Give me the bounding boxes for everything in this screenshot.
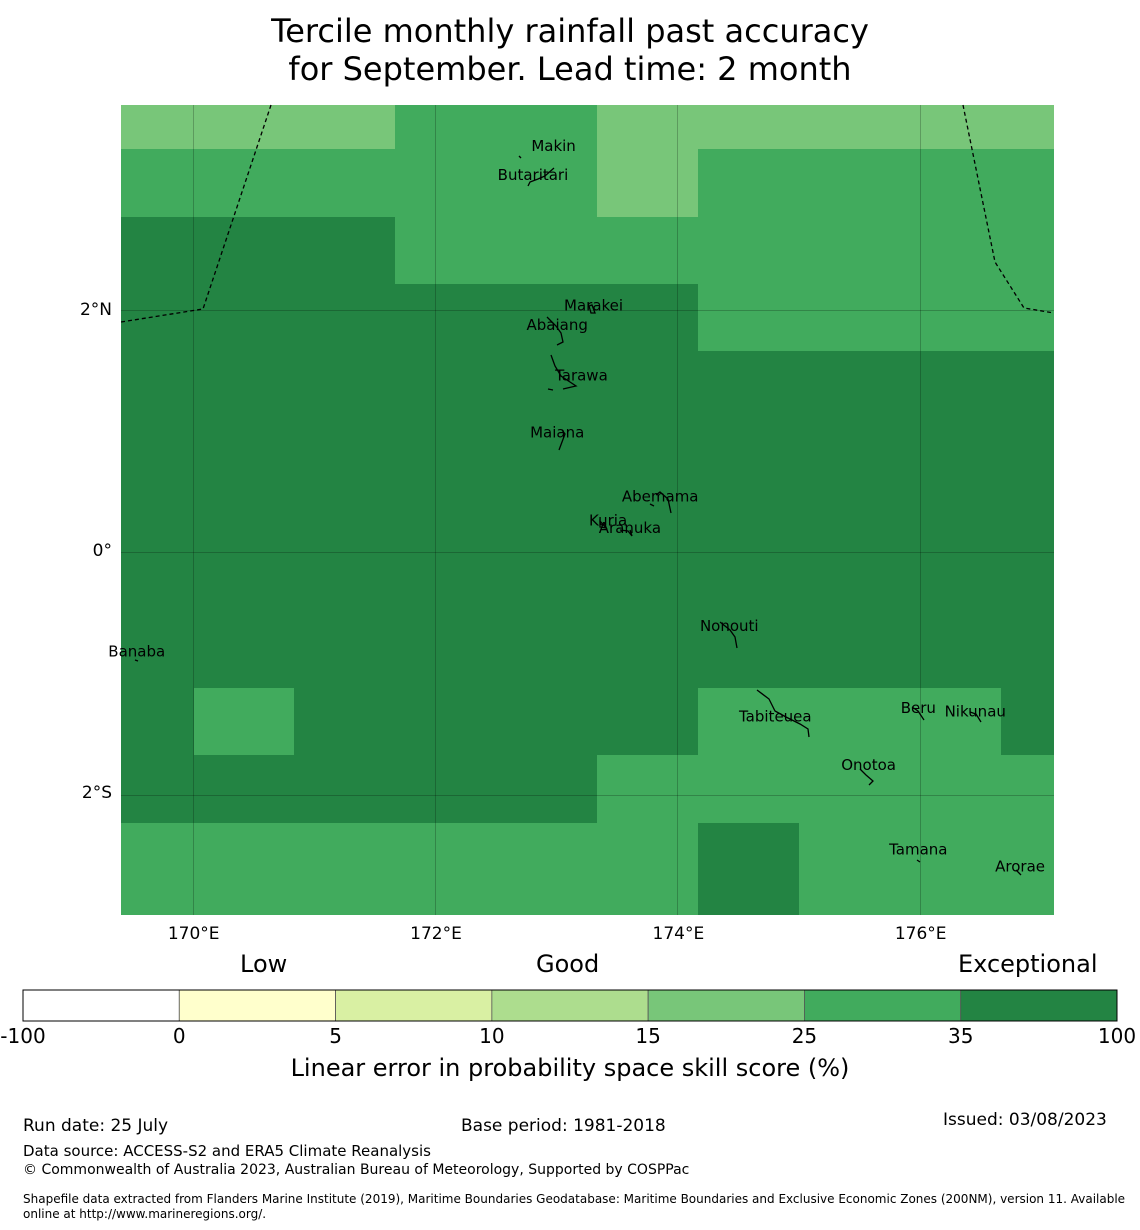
grid-cell bbox=[294, 688, 698, 755]
shapefile-credit-line2: online at http://www.marineregions.org/. bbox=[23, 1207, 267, 1221]
island-label-banaba: Banaba bbox=[108, 642, 165, 660]
colorbar-tick-label: 35 bbox=[947, 1024, 974, 1048]
lon-tick-label: 170°E bbox=[167, 924, 220, 944]
island-label-butaritari: Butaritari bbox=[498, 166, 569, 184]
grid-cell bbox=[597, 105, 1054, 149]
island-label-nikunau: Nikunau bbox=[945, 703, 1006, 721]
colorbar bbox=[22, 989, 1118, 1022]
issued-date: Issued: 03/08/2023 bbox=[943, 1110, 1107, 1130]
colorbar-bin bbox=[22, 989, 180, 1022]
category-exceptional: Exceptional bbox=[958, 950, 1098, 978]
colorbar-tick-label: 10 bbox=[479, 1024, 505, 1048]
lon-tick-label: 172°E bbox=[410, 924, 462, 944]
colorbar-frame bbox=[22, 989, 1118, 1022]
grid-cell bbox=[121, 688, 194, 755]
island-label-maiana: Maiana bbox=[530, 423, 584, 441]
colorbar-tick-label: 100 bbox=[1097, 1024, 1137, 1048]
colorbar-tick-label: 25 bbox=[791, 1024, 818, 1048]
island-label-abaiang: Abaiang bbox=[527, 316, 588, 334]
base-period: Base period: 1981-2018 bbox=[461, 1116, 666, 1136]
island-label-makin: Makin bbox=[531, 137, 576, 155]
grid-cell bbox=[121, 284, 698, 351]
island-label-nonouti: Nonouti bbox=[700, 617, 759, 635]
island-label-tabiteuea: Tabiteuea bbox=[738, 708, 812, 726]
grid-cell bbox=[121, 217, 395, 284]
grid-cell bbox=[121, 755, 597, 823]
island-label-kuria: Kuria bbox=[589, 512, 627, 530]
colorbar-bin bbox=[491, 989, 649, 1022]
colorbar-tick-label: 0 bbox=[172, 1024, 186, 1048]
map-area bbox=[120, 104, 1055, 915]
lat-tick-label: 0° bbox=[92, 541, 112, 562]
colorbar-bin bbox=[335, 989, 493, 1022]
island-label-onotoa: Onotoa bbox=[841, 756, 896, 774]
run-date: Run date: 25 July bbox=[23, 1116, 169, 1136]
colorbar-title: Linear error in probability space skill … bbox=[290, 1054, 850, 1082]
colorbar-bin bbox=[960, 989, 1118, 1022]
lat-tick-label: 2°S bbox=[81, 783, 112, 804]
lon-tick-label: 176°E bbox=[894, 924, 947, 944]
gridlines bbox=[121, 105, 1054, 915]
category-low: Low bbox=[240, 950, 288, 978]
copyright: © Commonwealth of Australia 2023, Austra… bbox=[23, 1162, 690, 1178]
chart-title-line2: for September. Lead time: 2 month bbox=[288, 50, 852, 88]
island-label-tamana: Tamana bbox=[888, 841, 947, 859]
island-label-arorae: Arorae bbox=[995, 857, 1045, 875]
island-label-aranuka: Aranuka bbox=[599, 519, 661, 537]
category-good: Good bbox=[536, 950, 600, 978]
grid-cell bbox=[121, 351, 1054, 688]
shapefile-credit-line1: Shapefile data extracted from Flanders M… bbox=[23, 1192, 1126, 1206]
island-outlines bbox=[134, 155, 1022, 876]
chart-title-line1: Tercile monthly rainfall past accuracy bbox=[271, 12, 869, 50]
grid-cell bbox=[121, 105, 395, 149]
colorbar-tick-label: 15 bbox=[635, 1024, 661, 1048]
eez-boundary bbox=[120, 104, 1055, 323]
island-label-beru: Beru bbox=[901, 699, 936, 717]
colorbar-bin bbox=[647, 989, 805, 1022]
grid-cell bbox=[698, 823, 799, 915]
lat-tick-label: 2°N bbox=[79, 299, 112, 320]
island-label-abemama: Abemama bbox=[622, 488, 699, 506]
colorbar-bin bbox=[178, 989, 336, 1022]
lon-tick-label: 174°E bbox=[652, 924, 705, 944]
colorbar-bin bbox=[804, 989, 962, 1022]
colorbar-tick-label: 5 bbox=[329, 1024, 342, 1048]
data-source: Data source: ACCESS-S2 and ERA5 Climate … bbox=[23, 1142, 431, 1160]
island-label-tarawa: Tarawa bbox=[554, 367, 608, 385]
grid-cell bbox=[597, 149, 698, 217]
colorbar-tick-label: -100 bbox=[0, 1024, 46, 1048]
island-label-marakei: Marakei bbox=[564, 297, 623, 315]
grid-cell bbox=[1001, 688, 1054, 755]
